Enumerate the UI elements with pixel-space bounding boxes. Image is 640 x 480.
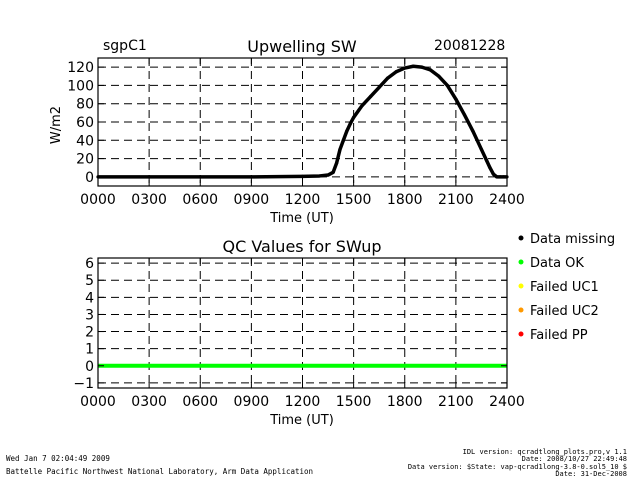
footer-lab: Battelle Pacific Northwest National Labo… bbox=[6, 467, 313, 476]
y-tick-label: 40 bbox=[76, 133, 94, 149]
y-tick-label: 1 bbox=[85, 342, 94, 358]
data-point bbox=[495, 175, 499, 179]
data-point bbox=[300, 174, 305, 178]
legend-marker bbox=[518, 307, 524, 313]
footer-idl-date: Date: 2008/10/27 22:49:48 bbox=[522, 455, 627, 463]
qc-legend: Data missing Data OK Failed UC1 Failed UC2 F… bbox=[518, 232, 615, 343]
data-point bbox=[345, 129, 349, 133]
y-tick-label: 20 bbox=[76, 152, 94, 168]
data-point bbox=[498, 175, 502, 179]
data-point bbox=[428, 68, 432, 72]
data-point bbox=[369, 94, 373, 98]
data-point bbox=[420, 65, 424, 69]
data-point bbox=[348, 122, 352, 126]
y-tick-label: 3 bbox=[85, 307, 94, 323]
data-point bbox=[326, 173, 330, 177]
x-tick-label: 0000 bbox=[80, 394, 116, 410]
x-tick-label: 0300 bbox=[131, 394, 167, 410]
chart2-xlabel: Time (UT) bbox=[269, 413, 334, 428]
data-point bbox=[484, 158, 489, 162]
x-tick-label: 2400 bbox=[489, 192, 525, 208]
chart1-xlabel: Time (UT) bbox=[269, 211, 334, 226]
data-point bbox=[488, 166, 492, 170]
data-point bbox=[491, 172, 495, 176]
y-tick-label: 4 bbox=[85, 290, 94, 306]
data-point bbox=[437, 74, 441, 78]
y-tick-label: 0 bbox=[85, 359, 94, 375]
data-point bbox=[377, 85, 381, 89]
data-point bbox=[352, 115, 356, 120]
x-tick-label: 1800 bbox=[387, 394, 423, 410]
legend-label: Failed UC1 bbox=[530, 280, 599, 295]
legend-marker bbox=[518, 283, 524, 289]
data-point bbox=[249, 175, 253, 179]
data-point bbox=[445, 83, 449, 88]
date-label: 20081228 bbox=[434, 38, 505, 54]
x-tick-label: 1800 bbox=[387, 192, 423, 208]
x-tick-label: 2400 bbox=[489, 394, 525, 410]
legend-marker bbox=[518, 331, 524, 337]
legend-label: Data missing bbox=[530, 232, 615, 247]
x-tick-label: 1200 bbox=[285, 394, 321, 410]
chart2-title: QC Values for SWup bbox=[223, 237, 382, 256]
data-point bbox=[479, 147, 484, 152]
data-point bbox=[198, 175, 202, 179]
legend-marker bbox=[518, 235, 524, 241]
site-label: sgpC1 bbox=[103, 38, 147, 54]
data-point bbox=[317, 174, 322, 178]
y-tick-label: 6 bbox=[85, 256, 94, 272]
data-point bbox=[462, 113, 466, 117]
data-point bbox=[147, 175, 151, 179]
upwelling-sw-panel: Upwelling SW W/m2 Time (UT) 0000 0300 0600… bbox=[49, 37, 525, 226]
data-point bbox=[360, 103, 364, 108]
chart1-title: Upwelling SW bbox=[247, 37, 357, 56]
qc-values-panel: QC Values for SWup Time (UT) 0000 0300 060… bbox=[73, 237, 524, 428]
legend-label: Failed PP bbox=[530, 328, 588, 343]
x-tick-label: 0600 bbox=[182, 394, 218, 410]
x-tick-label: 0000 bbox=[80, 192, 116, 208]
y-tick-label: 100 bbox=[67, 78, 94, 94]
data-point bbox=[334, 161, 339, 165]
x-tick-label: 1500 bbox=[336, 192, 372, 208]
x-tick-label: 1500 bbox=[336, 394, 372, 410]
footer-timestamp: Wed Jan 7 02:04:49 2009 bbox=[6, 454, 110, 463]
y-tick-label: 80 bbox=[76, 97, 94, 113]
series-line bbox=[98, 64, 507, 179]
x-tick-label: 2100 bbox=[438, 192, 474, 208]
legend-label: Data OK bbox=[530, 256, 584, 271]
x-tick-label: 0300 bbox=[131, 192, 167, 208]
y-tick-label: 120 bbox=[67, 60, 94, 76]
y-tick-label: 5 bbox=[85, 273, 94, 289]
footer-data-version: Data version: $State: vap-qcrad1long-3.8… bbox=[408, 463, 627, 471]
data-point bbox=[454, 97, 458, 101]
footer: Wed Jan 7 02:04:49 2009 Battelle Pacific… bbox=[6, 448, 627, 478]
x-tick-label: 0900 bbox=[234, 394, 270, 410]
y-tick-label: 60 bbox=[76, 115, 94, 131]
data-point bbox=[403, 66, 407, 70]
y-tick-label: 2 bbox=[85, 325, 94, 341]
data-point bbox=[471, 129, 475, 133]
y-tick-label: 0 bbox=[85, 170, 94, 186]
x-tick-label: 1200 bbox=[285, 192, 321, 208]
data-point bbox=[331, 170, 335, 174]
footer-idl-version: IDL version: qcradtlong_plots.pro,v 1.1 bbox=[463, 448, 627, 456]
chart1-ylabel: W/m2 bbox=[49, 106, 64, 144]
x-tick-label: 2100 bbox=[438, 394, 474, 410]
data-point bbox=[338, 147, 342, 152]
data-point bbox=[386, 76, 390, 80]
data-point bbox=[411, 64, 415, 68]
y-tick-label: −1 bbox=[73, 376, 94, 392]
x-tick-label: 0900 bbox=[234, 192, 270, 208]
x-tick-label: 0600 bbox=[182, 192, 218, 208]
legend-label: Failed UC2 bbox=[530, 304, 599, 319]
data-point bbox=[341, 138, 345, 142]
legend-marker bbox=[518, 259, 524, 265]
data-point bbox=[394, 70, 398, 74]
footer-data-date: Date: 31-Dec-2008 bbox=[555, 470, 627, 478]
